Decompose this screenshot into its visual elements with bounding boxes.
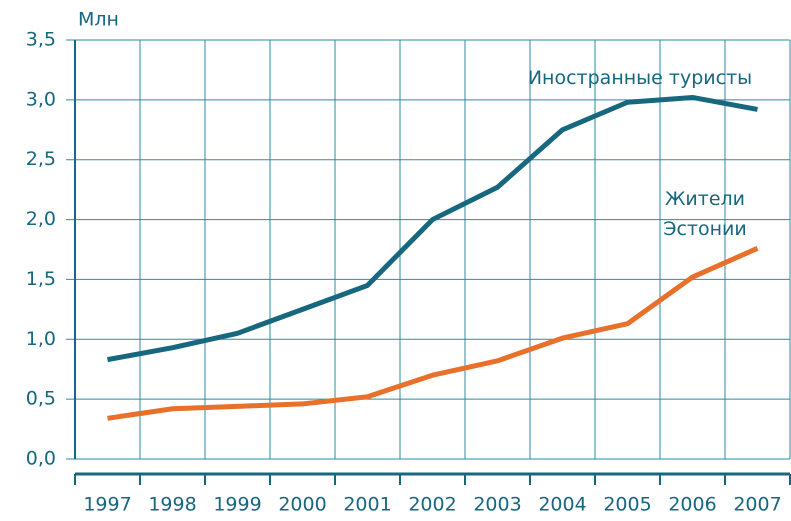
x-tick-label: 2000: [278, 494, 326, 516]
x-tick-label: 1997: [83, 494, 131, 516]
y-tick-label: 0,5: [26, 388, 56, 410]
series-label: Иностранные туристы: [527, 67, 753, 89]
y-tick-label: 3,0: [26, 88, 56, 110]
series-line: [107, 94, 758, 363]
series-line: [107, 246, 759, 421]
y-axis-label: Млн: [78, 9, 119, 31]
y-tick-label: 1,5: [26, 268, 56, 290]
x-tick-label: 2003: [473, 494, 521, 516]
y-tick-label: 0,0: [26, 448, 56, 470]
x-tick-label: 1999: [213, 494, 261, 516]
y-tick-label: 2,0: [26, 208, 56, 230]
y-tick-label: 3,5: [26, 29, 56, 51]
x-tick-label: 2007: [733, 494, 781, 516]
x-tick-label: 2004: [538, 494, 586, 516]
x-tick-label: 2005: [603, 494, 651, 516]
y-tick-label: 1,0: [26, 328, 56, 350]
series-label: Жители Эстонии: [663, 188, 747, 240]
x-tick-label: 2006: [668, 494, 716, 516]
x-tick-label: 2002: [408, 494, 456, 516]
y-tick-label: 2,5: [26, 148, 56, 170]
x-tick-label: 1998: [148, 494, 196, 516]
x-tick-label: 2001: [343, 494, 391, 516]
